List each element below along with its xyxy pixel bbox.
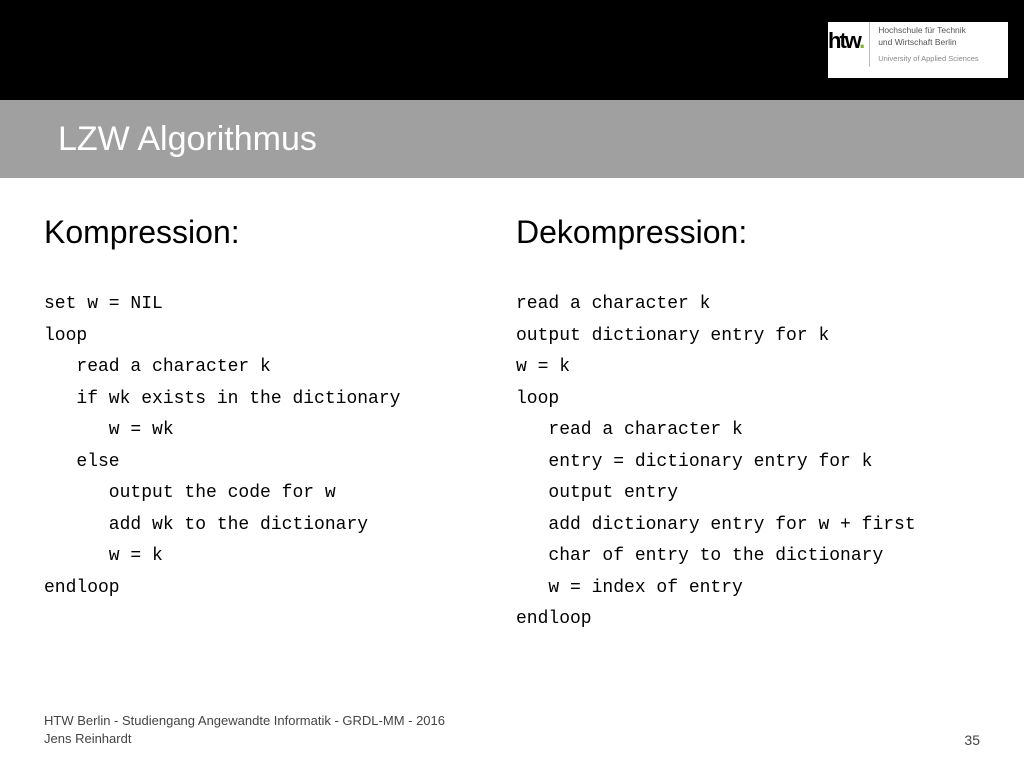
footer-line-1: HTW Berlin - Studiengang Angewandte Info… xyxy=(44,712,445,730)
page-number: 35 xyxy=(964,732,980,748)
right-heading: Dekompression: xyxy=(516,214,980,251)
slide: htw. Hochschule für Technik und Wirtscha… xyxy=(0,0,1024,768)
logo-dot-icon: . xyxy=(859,28,863,53)
slide-title: LZW Algorithmus xyxy=(0,120,317,159)
tagline-sub: University of Applied Sciences xyxy=(878,54,978,63)
tagline-line-2: und Wirtschaft Berlin xyxy=(878,38,978,48)
logo-text-mark: htw xyxy=(828,28,859,53)
left-column: Kompression: set w = NIL loop read a cha… xyxy=(44,200,508,636)
logo-block: htw. Hochschule für Technik und Wirtscha… xyxy=(828,22,1008,78)
footer-left: HTW Berlin - Studiengang Angewandte Info… xyxy=(44,712,445,748)
logo-mark: htw. xyxy=(828,22,863,54)
footer: HTW Berlin - Studiengang Angewandte Info… xyxy=(44,712,980,748)
footer-line-2: Jens Reinhardt xyxy=(44,730,445,748)
content-area: Kompression: set w = NIL loop read a cha… xyxy=(0,200,1024,636)
left-heading: Kompression: xyxy=(44,214,508,251)
right-column: Dekompression: read a character k output… xyxy=(508,200,980,636)
title-bar: LZW Algorithmus xyxy=(0,100,1024,178)
tagline-line-1: Hochschule für Technik xyxy=(878,26,978,36)
right-code-block: read a character k output dictionary ent… xyxy=(516,289,980,636)
left-code-block: set w = NIL loop read a character k if w… xyxy=(44,289,508,604)
logo-tagline: Hochschule für Technik und Wirtschaft Be… xyxy=(869,22,978,67)
